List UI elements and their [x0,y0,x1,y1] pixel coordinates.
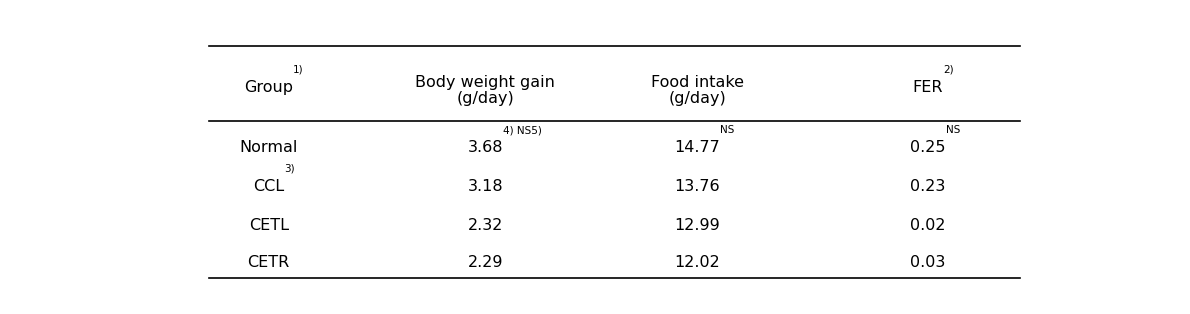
Text: NS: NS [946,125,960,135]
Text: 0.25: 0.25 [910,140,946,155]
Text: 2.32: 2.32 [468,218,503,233]
Text: CCL: CCL [253,179,284,194]
Text: Body weight gain: Body weight gain [415,75,556,90]
Text: 2): 2) [944,65,954,75]
Text: 13.76: 13.76 [675,179,720,194]
Text: (g/day): (g/day) [457,91,514,106]
Text: FER: FER [913,80,944,95]
Text: 12.02: 12.02 [675,255,720,270]
Text: 0.02: 0.02 [910,218,946,233]
Text: 3.18: 3.18 [468,179,503,194]
Text: 3.68: 3.68 [468,140,503,155]
Text: 14.77: 14.77 [675,140,720,155]
Text: Group: Group [244,80,293,95]
Text: 1): 1) [293,65,303,75]
Text: 12.99: 12.99 [675,218,720,233]
Text: CETR: CETR [248,255,290,270]
Text: (g/day): (g/day) [669,91,726,106]
Text: 0.23: 0.23 [910,179,946,194]
Text: NS: NS [720,125,734,135]
Text: Food intake: Food intake [651,75,744,90]
Text: 4) NS5): 4) NS5) [503,125,541,135]
Text: Normal: Normal [239,140,298,155]
Text: 0.03: 0.03 [910,255,946,270]
Text: 2.29: 2.29 [468,255,503,270]
Text: 3): 3) [284,164,295,174]
Text: CETL: CETL [249,218,289,233]
